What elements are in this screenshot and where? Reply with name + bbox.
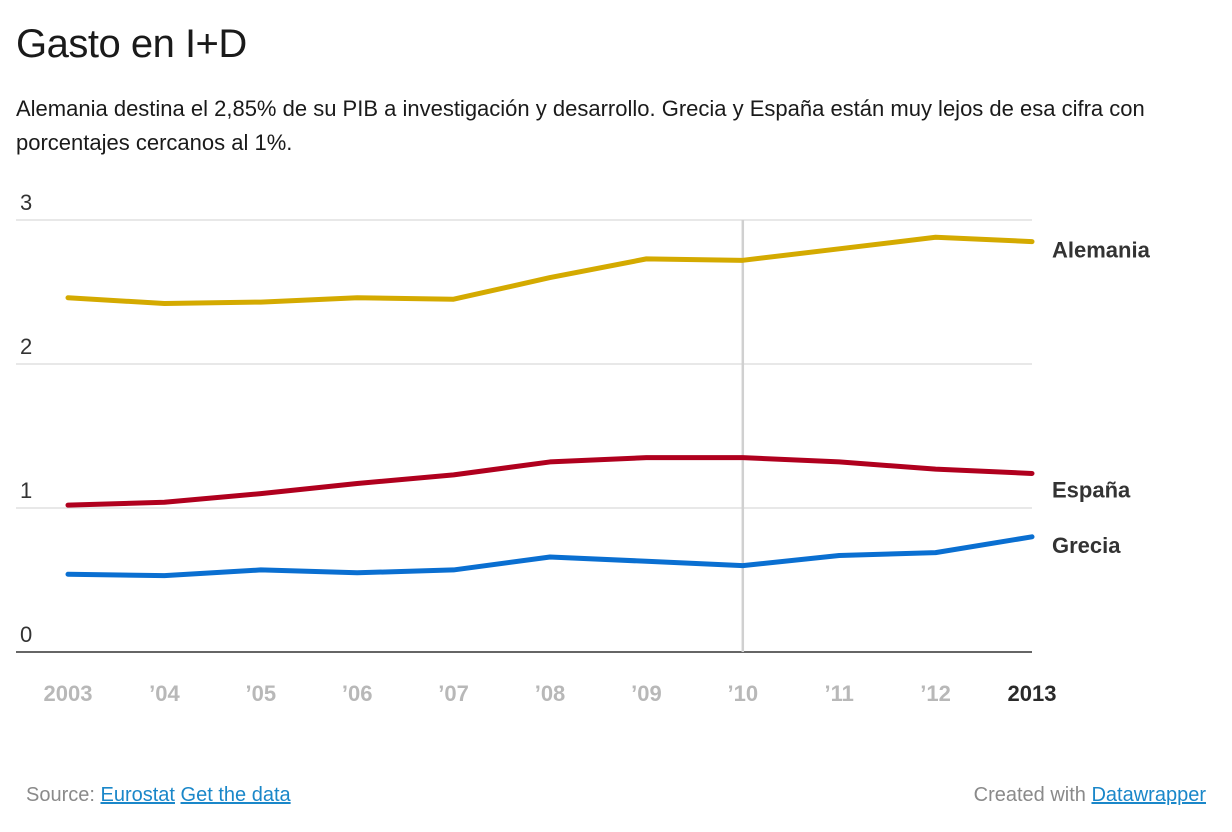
y-tick-label: 0 xyxy=(20,622,32,647)
x-axis-ticks: 2003 ’04 ’05 ’06 ’07 ’08 ’09 ’10 ’11 ’12 2013 xyxy=(44,681,1057,706)
created-label: Created with xyxy=(973,784,1086,806)
chart-title: Gasto en I+D xyxy=(16,22,247,66)
source-line: Source: Eurostat Get the data xyxy=(26,784,291,807)
gridlines xyxy=(16,219,1032,653)
datawrapper-link[interactable]: Datawrapper xyxy=(1091,784,1206,806)
series-line-españa xyxy=(65,455,1035,508)
chart-subtitle: Alemania destina el 2,85% de su PIB a in… xyxy=(16,96,1145,155)
series-line-alemania xyxy=(65,234,1035,307)
x-tick-label: ’04 xyxy=(149,681,180,706)
series-label-españa: España xyxy=(1052,477,1131,502)
credit-line: Created with Datawrapper xyxy=(974,784,1206,807)
get-data-link[interactable]: Get the data xyxy=(180,784,291,806)
x-tick-label: ’08 xyxy=(535,681,566,706)
source-link[interactable]: Eurostat xyxy=(100,784,175,806)
x-tick-label: ’06 xyxy=(342,681,373,706)
x-tick-label: 2003 xyxy=(44,681,93,706)
y-tick-label: 2 xyxy=(20,334,32,359)
x-tick-label: 2013 xyxy=(1008,681,1057,706)
line-chart: 3 2 1 0 2003 ’04 ’05 ’06 ’07 ’08 ’09 ’10 ’11 ’12 2013… xyxy=(16,190,1151,706)
y-tick-label: 1 xyxy=(20,478,32,503)
x-tick-label: ’05 xyxy=(246,681,277,706)
series-line-grecia xyxy=(65,534,1035,579)
x-tick-label: ’12 xyxy=(920,681,951,706)
series-label-grecia: Grecia xyxy=(1052,533,1121,558)
y-tick-label: 3 xyxy=(20,190,32,215)
series-labels: Alemania España Grecia xyxy=(1052,238,1151,558)
series-label-alemania: Alemania xyxy=(1052,238,1151,263)
x-tick-label: ’07 xyxy=(438,681,469,706)
series-lines xyxy=(65,234,1035,579)
x-tick-label: ’11 xyxy=(825,681,854,706)
source-label: Source: xyxy=(26,784,95,806)
x-tick-label: ’09 xyxy=(631,681,662,706)
x-tick-label: ’10 xyxy=(728,681,759,706)
y-axis-ticks: 3 2 1 0 xyxy=(20,190,32,647)
